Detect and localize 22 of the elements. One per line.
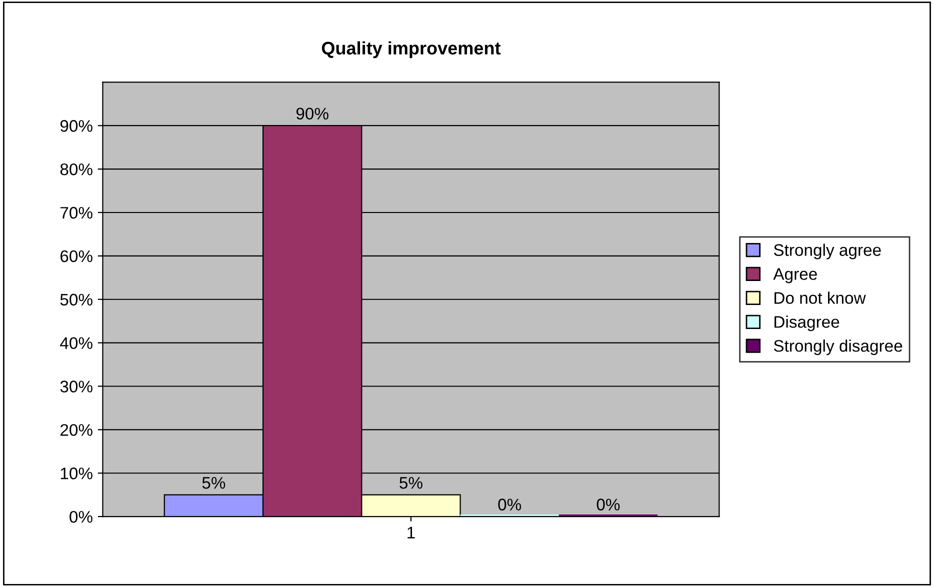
data-label: 5% bbox=[400, 477, 422, 489]
y-tick-label: 20% bbox=[60, 424, 92, 436]
y-tick-label: 70% bbox=[60, 206, 92, 219]
data-label: 90% bbox=[296, 108, 328, 120]
x-tick-label: 1 bbox=[408, 526, 415, 538]
data-label: 0% bbox=[498, 498, 522, 510]
y-tick-label: 90% bbox=[60, 120, 92, 132]
chart-title: Quality improvement bbox=[322, 41, 501, 58]
y-tick-label: 80% bbox=[60, 163, 92, 176]
y-tick-label: 60% bbox=[60, 250, 92, 262]
data-label: 0% bbox=[596, 498, 620, 510]
y-tick-label: 0% bbox=[70, 510, 92, 523]
legend-label: Agree bbox=[773, 268, 817, 284]
legend-label: Strongly agree bbox=[774, 244, 881, 260]
y-tick-label: 30% bbox=[60, 380, 92, 392]
data-label: 5% bbox=[202, 477, 226, 489]
legend-label: Strongly disagree bbox=[774, 340, 902, 356]
y-tick-label: 50% bbox=[60, 294, 92, 306]
y-tick-label: 10% bbox=[60, 468, 92, 480]
y-tick-label: 40% bbox=[60, 337, 92, 350]
legend-label: Disagree bbox=[774, 316, 840, 332]
legend-label: Do not know bbox=[774, 292, 866, 304]
